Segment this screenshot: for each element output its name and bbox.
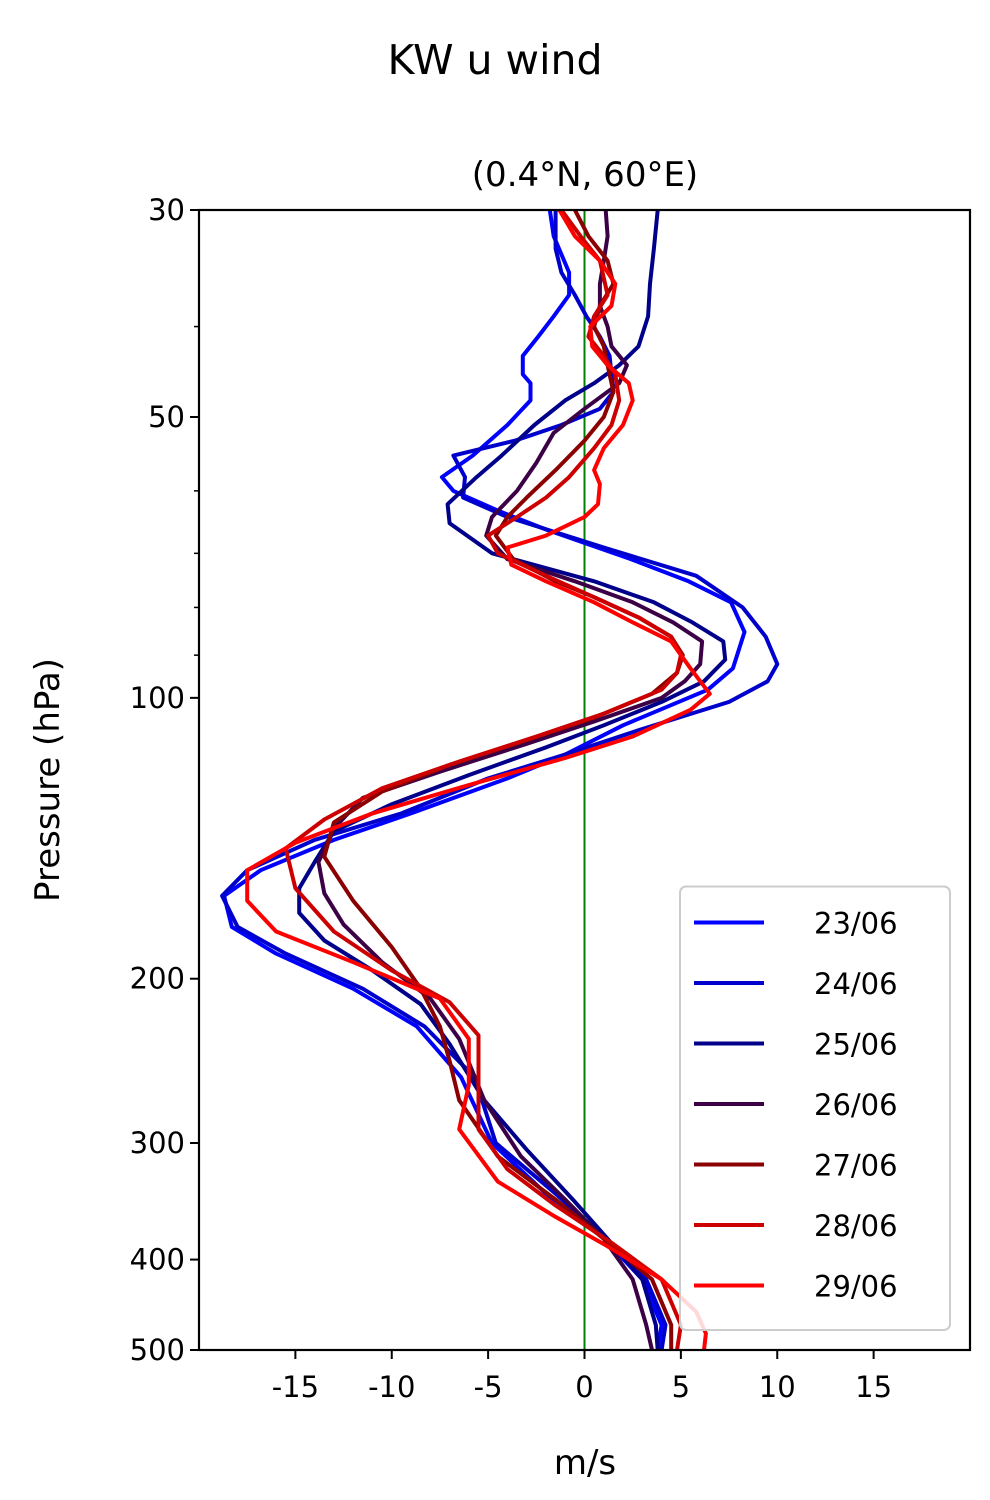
series-layer bbox=[220, 210, 780, 1350]
legend-label-23-06: 23/06 bbox=[814, 907, 898, 941]
y-tick-label: 30 bbox=[148, 193, 185, 227]
x-tick-label: 10 bbox=[759, 1370, 796, 1404]
x-tick-label: 5 bbox=[672, 1370, 690, 1404]
y-tick-label: 400 bbox=[130, 1243, 185, 1277]
series-line-23-06 bbox=[222, 210, 747, 1350]
y-tick-label: 500 bbox=[130, 1333, 185, 1367]
figure-title: KW u wind bbox=[388, 36, 603, 84]
x-tick-label: -5 bbox=[474, 1370, 503, 1404]
x-tick-label: -10 bbox=[368, 1370, 415, 1404]
plot-area: -15 -10 -5 0 5 10 15 30 50 100 200 300 400 500 bbox=[130, 193, 972, 1404]
legend: 23/06 24/06 25/06 26/06 27/06 28/06 29/06 bbox=[679, 885, 951, 1331]
legend-label-24-06: 24/06 bbox=[814, 967, 898, 1001]
series-line-25-06 bbox=[297, 210, 728, 1350]
legend-label-28-06: 28/06 bbox=[814, 1209, 898, 1243]
y-axis-label: Pressure (hPa) bbox=[28, 658, 68, 902]
y-tick-label: 200 bbox=[130, 962, 185, 996]
y-tick-label: 300 bbox=[130, 1126, 185, 1160]
series-line-26-06 bbox=[316, 210, 705, 1350]
ticks-layer: -15 -10 -5 0 5 10 15 30 50 100 200 300 400 500 bbox=[130, 193, 892, 1404]
series-line-29-06 bbox=[245, 210, 712, 1350]
legend-label-29-06: 29/06 bbox=[814, 1270, 898, 1304]
chart-title: (0.4°N, 60°E) bbox=[472, 155, 698, 195]
y-tick-label: 50 bbox=[148, 400, 185, 434]
x-tick-label: 0 bbox=[575, 1370, 593, 1404]
legend-label-26-06: 26/06 bbox=[814, 1088, 898, 1122]
legend-label-25-06: 25/06 bbox=[814, 1028, 898, 1062]
legend-box bbox=[679, 885, 951, 1331]
y-tick-label: 100 bbox=[130, 681, 185, 715]
legend-label-27-06: 27/06 bbox=[814, 1149, 898, 1183]
x-tick-label: 15 bbox=[855, 1370, 892, 1404]
x-tick-label: -15 bbox=[272, 1370, 319, 1404]
x-axis-label: m/s bbox=[554, 1443, 616, 1483]
